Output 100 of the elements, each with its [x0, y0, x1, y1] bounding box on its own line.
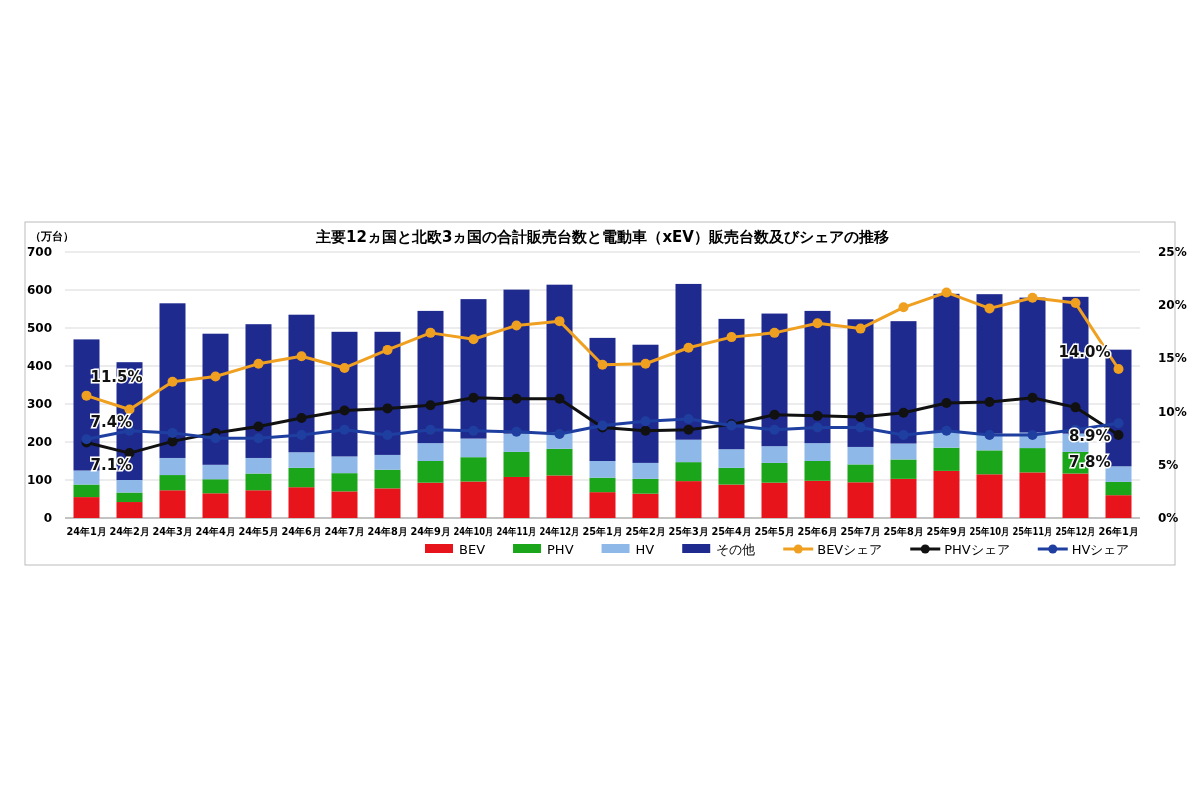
bar [976, 450, 1003, 475]
y2-tick-label: 10% [1158, 404, 1187, 419]
bar [675, 462, 702, 482]
bar [202, 464, 229, 480]
bar [159, 490, 186, 518]
x-tick-label: 24年7月 [324, 526, 366, 537]
bar [546, 284, 573, 433]
legend-label: BEV [459, 542, 486, 557]
point [210, 433, 221, 444]
point [210, 371, 221, 382]
bar [847, 464, 874, 483]
bar [632, 462, 659, 479]
point [812, 410, 823, 421]
bar [288, 487, 315, 518]
y-tick-label: 700 [26, 245, 52, 259]
bar [718, 318, 745, 450]
bar [417, 461, 444, 483]
bar [417, 443, 444, 461]
bar [761, 313, 788, 447]
y-tick-label: 500 [26, 321, 52, 335]
bar [116, 502, 143, 518]
x-tick-label: 24年2月 [109, 526, 151, 537]
point [296, 351, 307, 362]
bar [159, 457, 186, 476]
bar [245, 457, 272, 474]
y-tick-label: 600 [26, 283, 52, 297]
bar [976, 474, 1003, 518]
point [941, 425, 952, 436]
point [855, 422, 866, 433]
point [683, 342, 694, 353]
point [1113, 364, 1124, 375]
bar [589, 461, 616, 478]
point [253, 433, 264, 444]
x-tick-label: 24年6月 [281, 526, 323, 537]
bar [675, 283, 702, 440]
bar [546, 475, 573, 518]
point [984, 430, 995, 441]
point [769, 409, 780, 420]
bar [503, 433, 530, 452]
bar [546, 448, 573, 476]
bar [675, 481, 702, 518]
point [554, 393, 565, 404]
bar [847, 482, 874, 518]
x-tick-label: 25年6月 [797, 526, 839, 537]
y-tick-label: 0 [43, 511, 52, 525]
bar [1062, 473, 1089, 518]
bar [73, 497, 100, 518]
bar [202, 479, 229, 494]
bar [73, 484, 100, 498]
x-tick-label: 25年5月 [754, 526, 796, 537]
point [984, 397, 995, 408]
bar [374, 488, 401, 518]
y-tick-label: 100 [26, 473, 52, 487]
bar [202, 333, 229, 465]
bar [890, 321, 917, 444]
y-tick-label: 300 [26, 397, 52, 411]
y2-tick-label: 15% [1158, 351, 1187, 366]
bar [159, 303, 186, 458]
x-tick-label: 25年3月 [668, 526, 710, 537]
point [511, 393, 522, 404]
point [425, 400, 436, 411]
x-tick-label: 26年1月 [1098, 526, 1140, 537]
x-tick-label: 24年4月 [195, 526, 237, 537]
bar [417, 482, 444, 518]
bar [761, 462, 788, 483]
bar [288, 314, 315, 453]
bar [589, 492, 616, 518]
chart-title: 主要12ヵ国と北欧3ヵ国の合計販売台数と電動車（xEV）販売台数及びシェアの推移 [315, 228, 889, 246]
bar [718, 467, 745, 485]
bar [632, 478, 659, 494]
legend-label: HV [635, 542, 655, 557]
bar [804, 480, 831, 518]
point [296, 412, 307, 423]
bar [718, 449, 745, 468]
point [726, 332, 737, 343]
bar [761, 482, 788, 518]
y2-tick-label: 5% [1158, 457, 1179, 472]
y-tick-label: 400 [26, 359, 52, 373]
bar [245, 473, 272, 491]
point [640, 358, 651, 369]
bar [460, 457, 487, 482]
x-tick-label: 25年8月 [883, 526, 925, 537]
point [382, 403, 393, 414]
point [511, 320, 522, 331]
point [941, 398, 952, 409]
bar [460, 481, 487, 518]
legend-label: BEVシェア [817, 542, 883, 557]
bar [675, 439, 702, 463]
point [1070, 402, 1081, 413]
bar [503, 451, 530, 477]
point [640, 416, 651, 427]
point [554, 428, 565, 439]
bar [804, 443, 831, 461]
bar [503, 476, 530, 518]
point [167, 376, 178, 387]
bar [804, 461, 831, 481]
y2-tick-label: 25% [1158, 245, 1187, 259]
bar [374, 469, 401, 489]
bar [1105, 495, 1132, 518]
data-label: 7.8% [1068, 453, 1111, 472]
